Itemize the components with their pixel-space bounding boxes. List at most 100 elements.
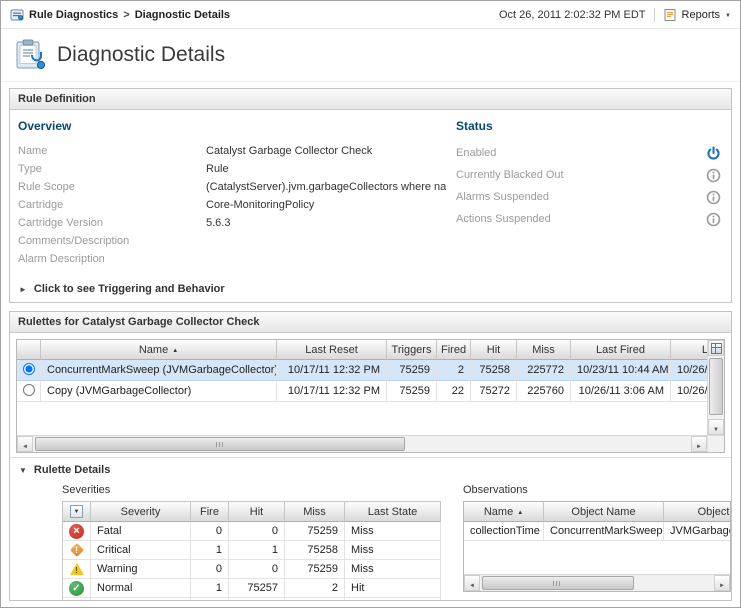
field-label: Alarm Description [18, 253, 105, 266]
cell-miss: 75259 [285, 522, 345, 542]
critical-icon [69, 543, 84, 558]
scroll-right-button[interactable] [691, 436, 707, 453]
col-header-object[interactable]: Object [664, 502, 730, 523]
filter-dropdown-icon[interactable] [70, 505, 83, 519]
rulette-details-body: Severities Severity Fire Hit Miss Last S… [10, 482, 731, 600]
vertical-scroll-track[interactable] [708, 356, 724, 419]
col-header-fire[interactable]: Fire [191, 502, 229, 523]
col-header-object-name[interactable]: Object Name [544, 502, 664, 523]
topbar-right: Oct 26, 2011 2:02:32 PM EDT Reports [498, 7, 731, 22]
cell-last-hit: 10/26/11 2 [671, 381, 707, 403]
cell-miss: 2 [285, 579, 345, 599]
col-header-last-fired[interactable]: Last Fired [571, 340, 671, 361]
rulette-radio[interactable] [23, 362, 35, 375]
col-header-triggers[interactable]: Triggers [387, 340, 437, 361]
horizontal-scroll-track[interactable] [33, 436, 691, 452]
col-header-last-state[interactable]: Last State [345, 502, 441, 523]
cell-last-state: Miss [345, 522, 441, 542]
status-row: Enabled [456, 142, 721, 164]
col-header-last-hit[interactable]: Last Hit [671, 340, 707, 361]
observations-horizontal-scrollbar[interactable] [464, 575, 730, 591]
normal-icon [69, 580, 84, 596]
cell-hit: 0 [229, 560, 285, 580]
observations-table: Name Object Name Object collectionTime C… [463, 501, 731, 592]
sort-ascending-icon [513, 506, 523, 518]
scroll-down-button[interactable] [708, 419, 724, 436]
horizontal-scrollbar[interactable] [17, 436, 707, 453]
col-header-last-reset[interactable]: Last Reset [277, 340, 387, 361]
scroll-left-button[interactable] [17, 436, 33, 453]
cell-severity: Warning [91, 560, 191, 580]
vertical-scrollbar[interactable] [707, 340, 724, 436]
cell-fire: 0 [191, 522, 229, 542]
scroll-left-button[interactable] [464, 575, 480, 591]
overview-heading: Overview [18, 119, 72, 134]
timestamp: Oct 26, 2011 2:02:32 PM EDT [498, 8, 646, 21]
col-header-severity[interactable]: Severity [91, 502, 191, 523]
reports-button[interactable]: Reports [663, 8, 731, 22]
topbar: Rule Diagnostics > Diagnostic Details Oc… [1, 1, 740, 29]
status-label: Alarms Suspended [456, 191, 549, 204]
info-icon [706, 168, 721, 183]
expander-label: Click to see Triggering and Behavior [33, 283, 225, 296]
field-label: Cartridge Version [18, 217, 103, 230]
collapse-triangle-icon [19, 464, 27, 476]
cell-name: ConcurrentMarkSweep (JVMGarbageCollector… [41, 360, 277, 382]
cell-severity: Undefined [91, 598, 191, 600]
col-header-obs-name[interactable]: Name [464, 502, 544, 523]
status-label: Actions Suspended [456, 213, 551, 226]
cell-triggers: 75259 [387, 360, 437, 382]
rulette-details-expander[interactable]: Rulette Details [10, 457, 731, 482]
rulette-radio[interactable] [23, 383, 35, 396]
triggering-behavior-expander[interactable]: Click to see Triggering and Behavior [10, 276, 731, 302]
cell-fire: 1 [191, 541, 229, 561]
title-row: Diagnostic Details [1, 29, 740, 83]
field-row: Rule Scope (CatalystServer).jvm.garbageCo… [18, 178, 456, 196]
field-label: Cartridge [18, 199, 64, 212]
scroll-right-button[interactable] [714, 575, 730, 591]
status-row: Alarms Suspended [456, 186, 721, 208]
separator [653, 7, 655, 22]
col-header-miss[interactable]: Miss [285, 502, 345, 523]
field-row: Cartridge Core-MonitoringPolicy [18, 196, 456, 214]
col-header-hit[interactable]: Hit [229, 502, 285, 523]
field-value: Catalyst Garbage Collector Check [206, 145, 373, 158]
cell-severity-icon [63, 541, 91, 561]
col-header-name[interactable]: Name [41, 340, 277, 361]
observations-title: Observations [463, 484, 528, 497]
field-row: Name Catalyst Garbage Collector Check [18, 142, 456, 160]
cell-select [17, 360, 41, 382]
horizontal-scroll-track[interactable] [480, 575, 714, 591]
status-row: Currently Blacked Out [456, 164, 721, 186]
cell-severity-icon [63, 579, 91, 599]
cell-severity: Critical [91, 541, 191, 561]
breadcrumb-rule-diagnostics[interactable]: Rule Diagnostics [29, 8, 119, 21]
col-header-miss[interactable]: Miss [517, 340, 571, 361]
column-picker-icon[interactable] [708, 340, 724, 357]
horizontal-scroll-thumb[interactable] [482, 576, 634, 590]
cell-fired: 22 [437, 381, 471, 403]
cell-last-state: Not evaluated [345, 598, 441, 600]
status-label: Currently Blacked Out [456, 169, 564, 182]
field-row: Comments/Description [18, 232, 456, 250]
rule-diagnostics-icon [10, 8, 24, 22]
observation-row[interactable]: collectionTime ConcurrentMarkSweep JVMGa… [464, 522, 730, 542]
cell-severity-icon [63, 598, 91, 600]
rulette-row[interactable]: Copy (JVMGarbageCollector) 10/17/11 12:3… [17, 381, 707, 403]
rulette-row[interactable]: ConcurrentMarkSweep (JVMGarbageCollector… [17, 360, 707, 382]
cell-obs-name: collectionTime [464, 522, 544, 542]
col-header-hit[interactable]: Hit [471, 340, 517, 361]
col-header-fired[interactable]: Fired [437, 340, 471, 361]
breadcrumb-current: Diagnostic Details [134, 8, 231, 21]
col-header-severity-icon[interactable] [63, 502, 91, 523]
field-row: Alarm Description [18, 250, 456, 268]
cell-miss: 225772 [517, 360, 571, 382]
severity-row: Fatal 0 0 75259 Miss [63, 522, 441, 542]
vertical-scroll-thumb[interactable] [709, 358, 723, 416]
horizontal-scroll-thumb[interactable] [35, 437, 406, 452]
report-icon [663, 8, 677, 22]
cell-hit: 0 [229, 598, 285, 600]
field-row: Cartridge Version 5.6.3 [18, 214, 456, 232]
cell-hit: 75257 [229, 579, 285, 599]
